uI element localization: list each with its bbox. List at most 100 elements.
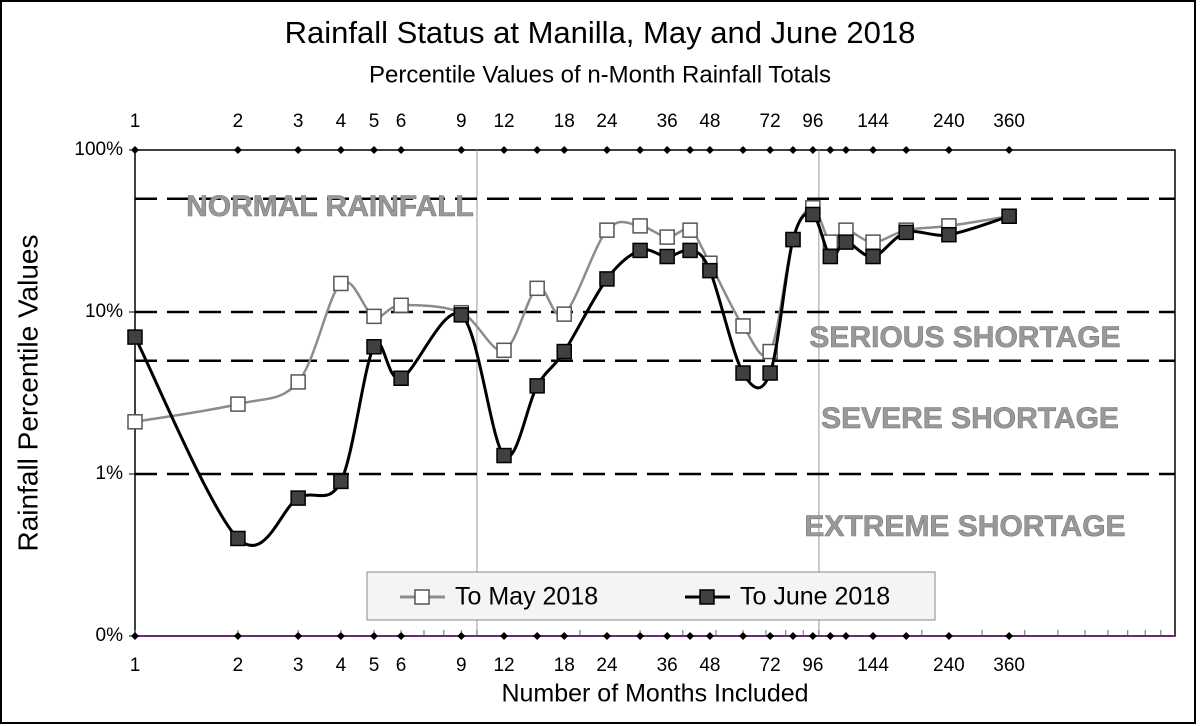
x-tick-label: 18: [554, 655, 575, 676]
x-tick-label-top: 3: [293, 111, 304, 132]
data-point: [393, 370, 409, 386]
data-point: [865, 234, 881, 250]
x-position-marker: [686, 632, 695, 640]
data-point: [333, 275, 349, 292]
x-position-marker: [533, 632, 542, 640]
x-position-marker: [457, 146, 466, 154]
data-point: [632, 218, 648, 234]
data-point: [290, 374, 306, 390]
x-tick-label: 36: [657, 655, 678, 676]
x-position-marker: [739, 632, 748, 640]
x-tick-label-top: 6: [396, 111, 407, 132]
x-tick-label: 360: [993, 655, 1025, 676]
x-position-marker: [686, 146, 695, 154]
data-point: [453, 307, 470, 323]
x-tick-label-top: 18: [554, 111, 575, 132]
x-position-marker: [808, 632, 817, 640]
data-point: [599, 271, 615, 287]
data-point: [529, 378, 545, 394]
x-position-marker: [370, 146, 379, 154]
data-point: [230, 396, 246, 412]
data-point: [898, 224, 914, 241]
data-point: [496, 447, 512, 464]
x-position-marker: [533, 146, 542, 154]
x-tick-label-top: 12: [493, 111, 514, 132]
x-tick-label: 96: [802, 655, 823, 676]
x-position-marker: [705, 632, 714, 640]
x-position-marker: [500, 146, 509, 154]
x-position-marker: [336, 632, 345, 640]
x-position-marker: [869, 632, 878, 640]
x-position-marker: [131, 632, 139, 640]
x-tick-label: 1: [130, 655, 141, 676]
x-position-marker: [636, 146, 645, 154]
x-position-marker: [841, 146, 850, 154]
data-point: [838, 234, 854, 250]
y-tick-label: 100%: [74, 139, 123, 160]
x-position-marker: [902, 632, 911, 640]
y-tick-label: 0%: [96, 625, 124, 646]
x-position-marker: [789, 632, 798, 640]
data-point: [682, 222, 698, 238]
data-point: [556, 306, 572, 322]
x-position-marker: [826, 632, 835, 640]
x-position-marker: [766, 146, 775, 154]
x-position-marker: [902, 146, 911, 154]
region-label: SEVERE SHORTAGE: [821, 402, 1119, 435]
data-point: [682, 242, 698, 259]
x-tick-label: 24: [596, 655, 618, 676]
y-axis-label: Rainfall Percentile Values: [12, 235, 43, 552]
x-tick-label: 72: [760, 655, 781, 676]
x-tick-label: 5: [369, 655, 380, 676]
x-position-marker: [841, 632, 850, 640]
x-tick-label-top: 360: [993, 111, 1025, 132]
x-tick-label-top: 48: [699, 111, 720, 132]
x-position-marker: [766, 632, 775, 640]
x-tick-label-top: 1: [130, 111, 141, 132]
region-label: EXTREME SHORTAGE: [804, 510, 1125, 543]
x-tick-label: 3: [293, 655, 304, 676]
data-point: [366, 339, 382, 355]
x-position-marker: [370, 632, 379, 640]
x-tick-label-top: 36: [657, 111, 678, 132]
data-point: [366, 308, 382, 325]
data-point: [230, 530, 246, 547]
x-position-marker: [233, 632, 242, 640]
x-tick-label-top: 144: [857, 111, 889, 132]
legend-label: To May 2018: [455, 583, 598, 611]
x-position-marker: [636, 632, 645, 640]
y-tick-label: 10%: [85, 301, 123, 322]
data-point: [599, 222, 615, 238]
x-position-marker: [944, 632, 953, 640]
data-point: [127, 414, 143, 430]
x-tick-label-top: 72: [760, 111, 781, 132]
x-tick-label: 48: [699, 655, 720, 676]
region-label: NORMAL RAINFALL: [186, 190, 474, 223]
data-point: [735, 318, 751, 334]
x-axis-label: Number of Months Included: [501, 680, 808, 708]
x-position-marker: [1005, 632, 1014, 640]
x-position-marker: [294, 632, 303, 640]
x-position-marker: [397, 632, 406, 640]
x-position-marker: [663, 146, 672, 154]
x-position-marker: [131, 146, 139, 154]
x-tick-label: 240: [933, 655, 965, 676]
chart-subtitle: Percentile Values of n-Month Rainfall To…: [369, 61, 831, 88]
data-point: [290, 490, 306, 506]
x-tick-label-top: 4: [336, 111, 347, 132]
data-point: [865, 248, 881, 265]
data-point: [393, 297, 409, 314]
x-tick-label-top: 9: [456, 111, 467, 132]
data-point: [659, 229, 675, 245]
data-point: [556, 343, 572, 360]
x-position-marker: [602, 146, 611, 154]
x-position-marker: [560, 146, 569, 154]
data-point: [333, 473, 349, 490]
data-point: [127, 329, 143, 345]
x-position-marker: [336, 146, 345, 154]
data-point: [496, 342, 512, 359]
legend-box: [366, 571, 936, 621]
x-position-marker: [500, 632, 509, 640]
data-point: [805, 206, 821, 223]
